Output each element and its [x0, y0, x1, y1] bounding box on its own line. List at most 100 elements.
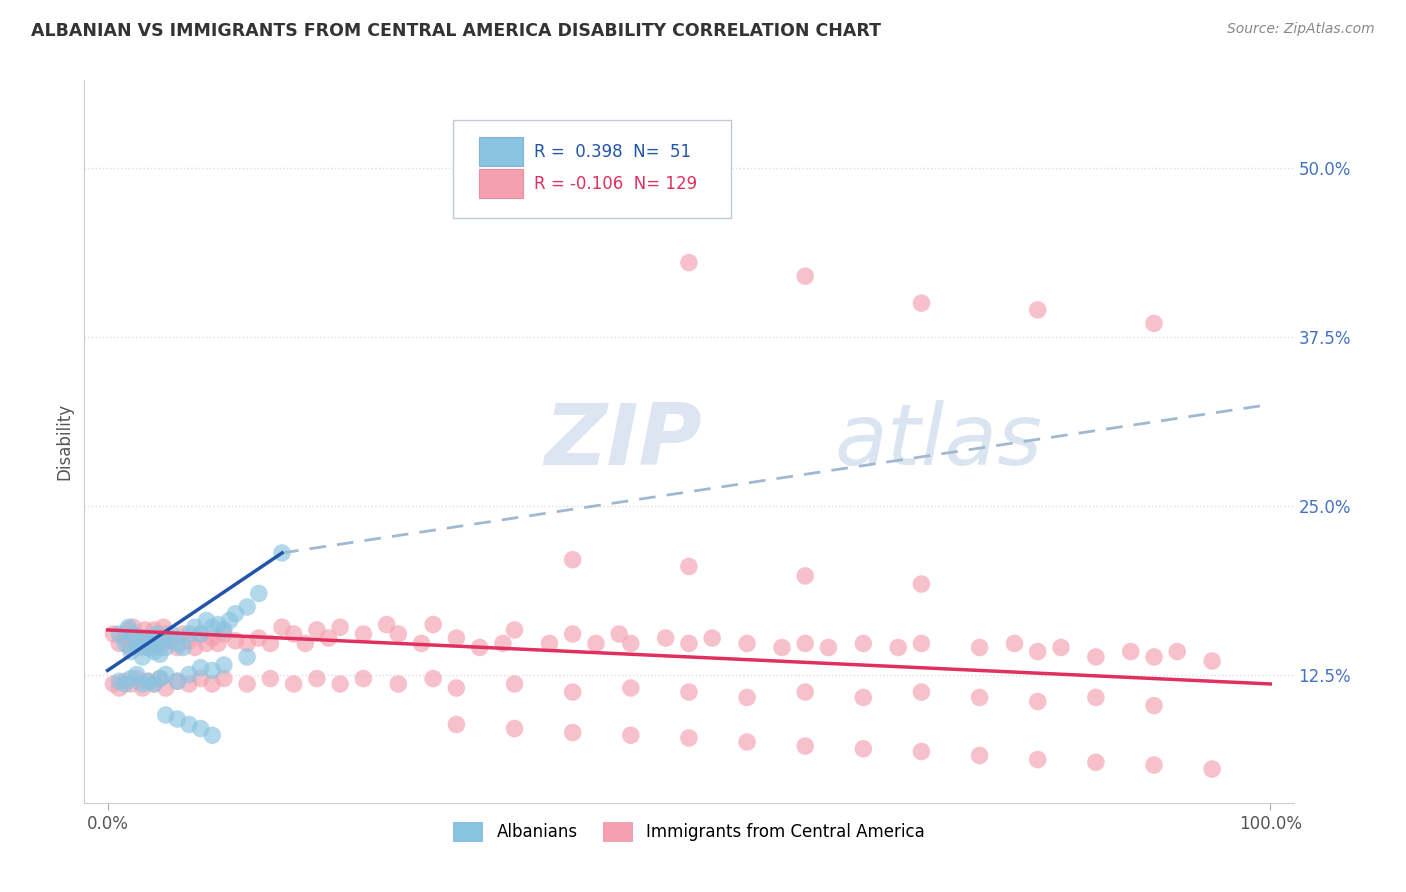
Point	[852, 741, 875, 756]
Point	[190, 672, 212, 686]
Point	[225, 633, 247, 648]
Point	[108, 674, 131, 689]
Point	[271, 620, 294, 634]
Point	[195, 614, 218, 628]
Point	[177, 627, 200, 641]
Point	[141, 640, 163, 655]
Point	[114, 677, 136, 691]
Point	[620, 636, 643, 650]
Point	[271, 546, 294, 560]
Point	[735, 690, 758, 705]
Point	[678, 636, 700, 650]
Point	[149, 672, 172, 686]
Point	[678, 255, 700, 269]
Point	[654, 631, 676, 645]
Point	[152, 620, 174, 634]
Point	[387, 677, 409, 691]
Point	[969, 690, 991, 705]
Point	[561, 552, 583, 566]
Point	[910, 296, 932, 310]
Point	[212, 672, 235, 686]
Point	[503, 722, 526, 736]
Point	[114, 674, 136, 689]
Point	[108, 636, 131, 650]
Point	[125, 672, 148, 686]
Point	[122, 627, 145, 641]
Text: ALBANIAN VS IMMIGRANTS FROM CENTRAL AMERICA DISABILITY CORRELATION CHART: ALBANIAN VS IMMIGRANTS FROM CENTRAL AMER…	[31, 22, 882, 40]
Point	[702, 631, 724, 645]
Point	[620, 681, 643, 695]
Point	[201, 620, 224, 634]
Point	[910, 577, 932, 591]
Point	[190, 627, 212, 641]
Point	[190, 661, 212, 675]
Point	[678, 559, 700, 574]
Point	[910, 744, 932, 758]
Point	[155, 667, 177, 681]
Point	[131, 640, 153, 655]
Point	[177, 717, 200, 731]
Point	[160, 633, 183, 648]
Point	[794, 269, 817, 284]
Point	[1026, 302, 1049, 317]
Point	[125, 667, 148, 681]
Point	[103, 677, 125, 691]
Point	[852, 636, 875, 650]
Point	[155, 708, 177, 723]
Point	[446, 681, 468, 695]
Point	[143, 644, 166, 658]
Point	[125, 640, 148, 655]
Point	[166, 674, 188, 689]
Point	[375, 617, 398, 632]
Point	[120, 672, 142, 686]
Point	[794, 636, 817, 650]
Point	[155, 640, 177, 655]
Point	[114, 631, 136, 645]
Point	[1004, 636, 1026, 650]
Point	[794, 569, 817, 583]
Point	[247, 631, 270, 645]
Point	[103, 627, 125, 641]
Point	[207, 617, 229, 632]
Point	[117, 620, 139, 634]
Point	[1050, 640, 1073, 655]
Point	[1084, 690, 1107, 705]
Point	[166, 640, 188, 655]
Point	[195, 636, 218, 650]
Point	[1201, 762, 1223, 776]
Point	[735, 636, 758, 650]
Point	[468, 640, 491, 655]
Point	[131, 677, 153, 691]
Point	[1143, 317, 1166, 331]
Point	[143, 677, 166, 691]
Point	[236, 649, 259, 664]
Point	[422, 672, 444, 686]
Point	[318, 631, 340, 645]
Point	[503, 623, 526, 637]
Point	[201, 664, 224, 678]
Point	[108, 627, 131, 641]
Text: atlas: atlas	[834, 400, 1042, 483]
Point	[131, 649, 153, 664]
Point	[177, 633, 200, 648]
Point	[117, 623, 139, 637]
Point	[305, 672, 328, 686]
Point	[190, 627, 212, 641]
Point	[190, 722, 212, 736]
Point	[141, 636, 163, 650]
Point	[1119, 644, 1142, 658]
Text: R =  0.398  N=  51: R = 0.398 N= 51	[534, 143, 692, 161]
Point	[1084, 649, 1107, 664]
Point	[166, 712, 188, 726]
Text: ZIP: ZIP	[544, 400, 702, 483]
Point	[155, 627, 177, 641]
Point	[852, 690, 875, 705]
Point	[585, 636, 607, 650]
Point	[166, 636, 188, 650]
Point	[108, 681, 131, 695]
Point	[422, 617, 444, 632]
Point	[155, 681, 177, 695]
Legend: Albanians, Immigrants from Central America: Albanians, Immigrants from Central Ameri…	[447, 815, 931, 848]
Point	[294, 636, 316, 650]
Point	[136, 674, 159, 689]
